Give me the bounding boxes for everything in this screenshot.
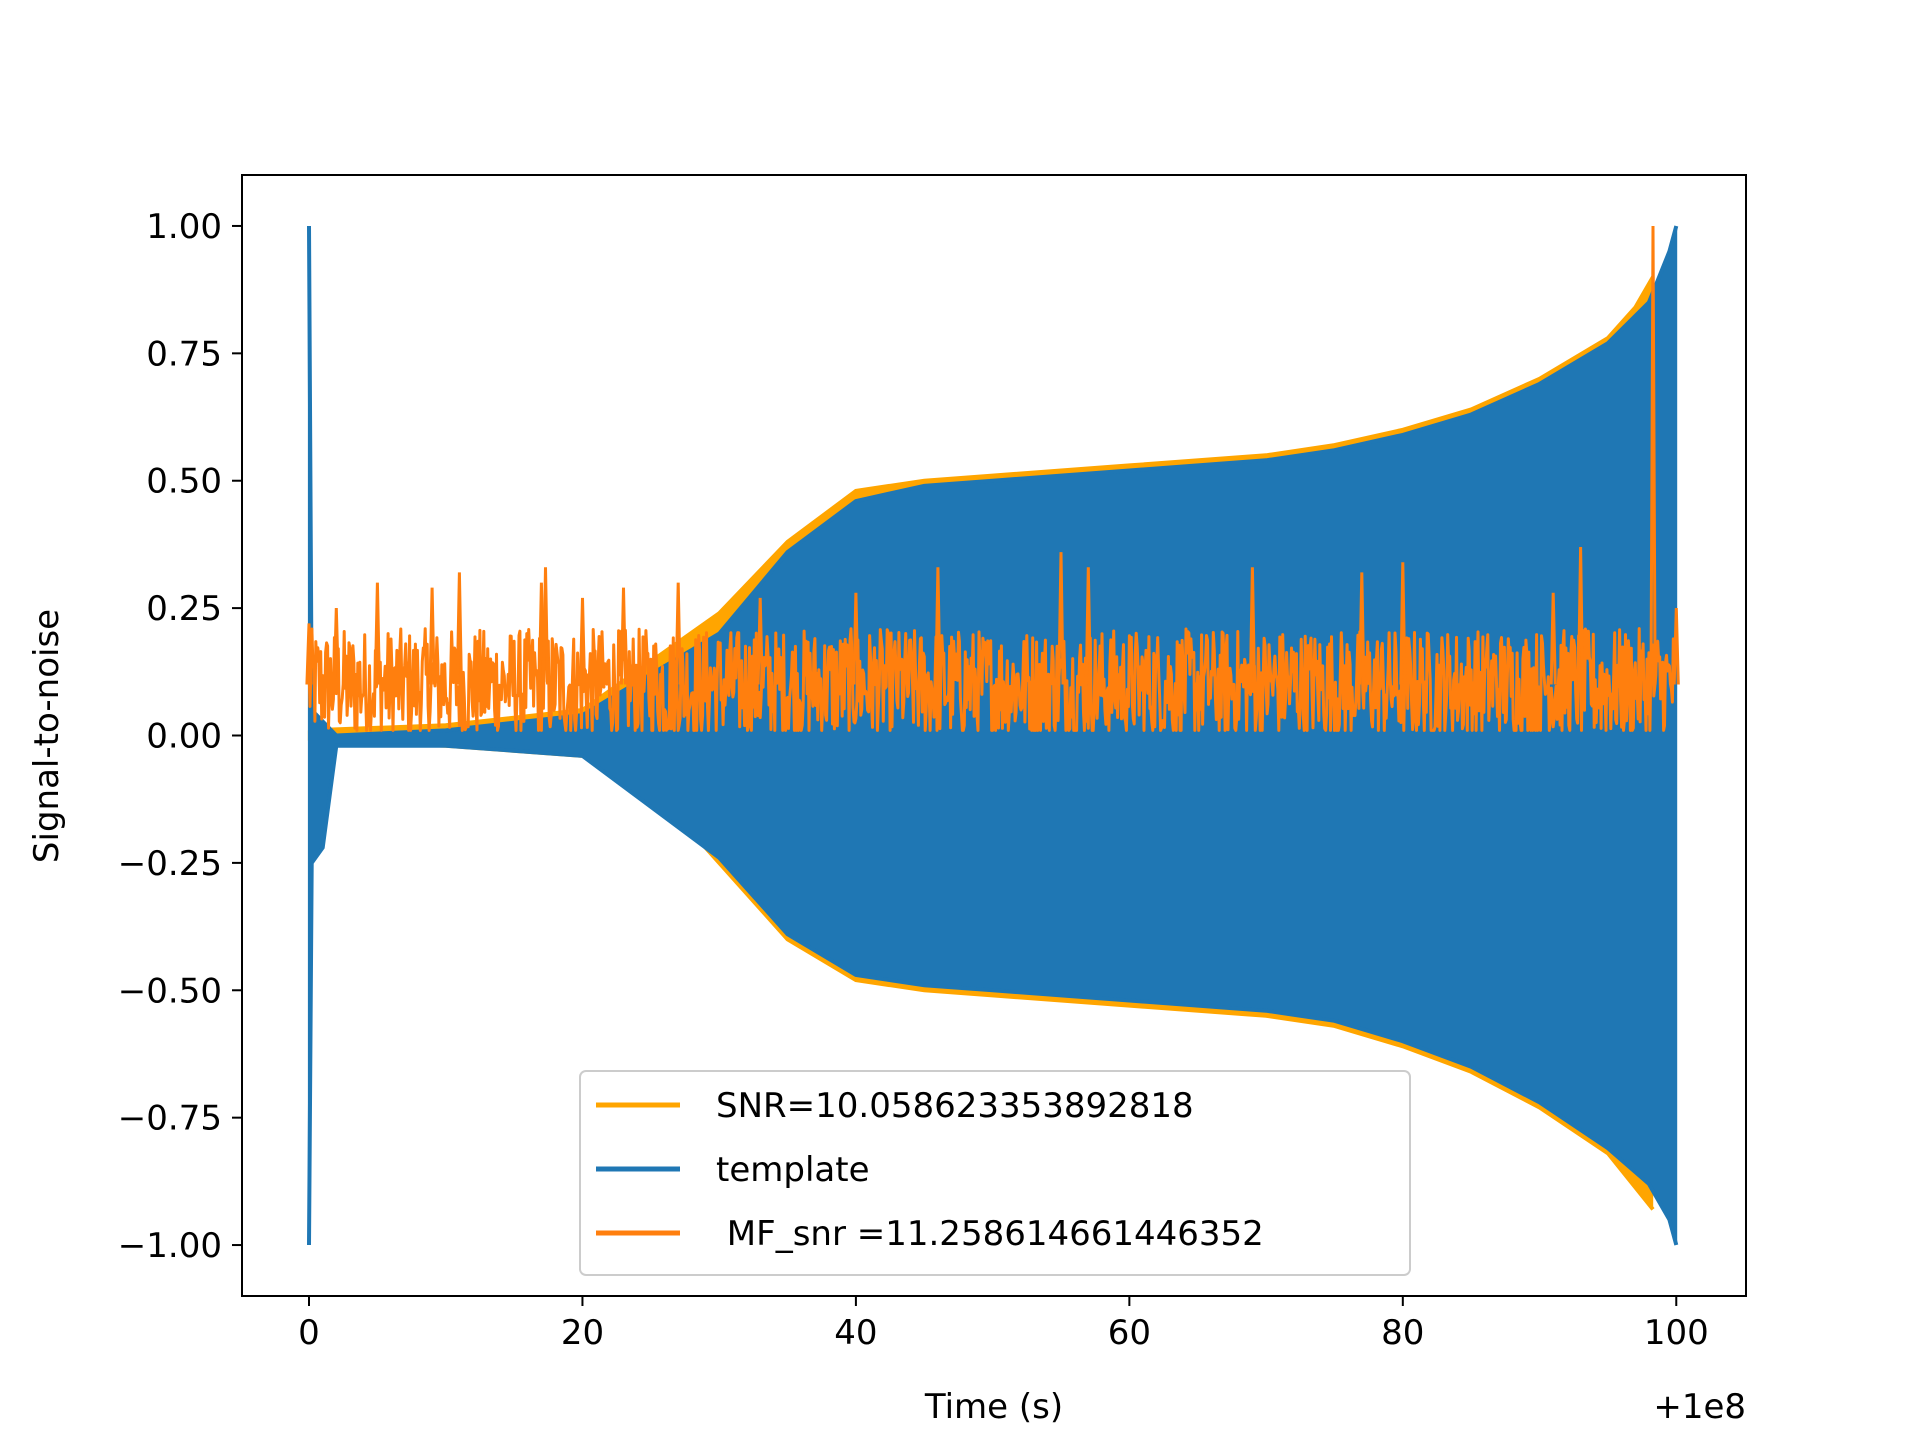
legend-label-mf-snr: MF_snr =11.258614661446352: [716, 1214, 1264, 1254]
x-tick-label: 20: [561, 1313, 604, 1353]
y-tick-label: 0.50: [146, 462, 222, 502]
x-axis-ticks: 0 20 40 60 80 100: [298, 1296, 1709, 1353]
x-axis-label: Time (s): [924, 1387, 1063, 1427]
y-tick-label: −0.50: [118, 971, 222, 1011]
series-peak: [1577, 546, 1585, 685]
series-peak: [674, 582, 682, 685]
series-peak: [934, 567, 942, 685]
series-peak: [428, 587, 436, 685]
series-noise-line: [307, 627, 1678, 732]
y-tick-label: −0.75: [118, 1099, 222, 1139]
series-peak: [1084, 567, 1092, 685]
y-tick-label: −1.00: [118, 1226, 222, 1266]
legend: SNR=10.058623353892818 template MF_snr =…: [579, 1070, 1411, 1276]
y-tick-label: 1.00: [146, 207, 222, 247]
series-peak: [1248, 567, 1256, 685]
series-oscillation: [307, 226, 1678, 1245]
series-peak: [542, 567, 550, 685]
series-peak: [756, 597, 764, 685]
x-tick-label: 40: [834, 1313, 877, 1353]
x-tick-label: 0: [298, 1313, 320, 1353]
x-tick-label: 60: [1108, 1313, 1151, 1353]
series-peak: [332, 608, 340, 685]
series-peak: [1057, 552, 1065, 685]
y-axis-ticks: 1.00 0.75 0.50 0.25 0.00 −0.25 −0.50 −0.75 −1.00: [118, 207, 242, 1266]
x-tick-label: 100: [1644, 1313, 1709, 1353]
y-tick-label: 0.75: [146, 334, 222, 374]
series-peak: [1358, 572, 1366, 685]
series-layer: [305, 225, 1680, 1246]
y-tick-label: 0.00: [146, 717, 222, 757]
y-axis-label: Signal-to-noise: [27, 609, 67, 863]
legend-box: [579, 1070, 1411, 1276]
series-peak: [373, 582, 381, 685]
series-mf-snr: [305, 225, 1680, 732]
legend-label-snr: SNR=10.058623353892818: [716, 1086, 1194, 1126]
series-peak: [1549, 592, 1557, 685]
legend-label-template: template: [716, 1150, 869, 1190]
x-tick-label: 80: [1381, 1313, 1424, 1353]
series-peak: [1672, 608, 1680, 685]
series-peak: [1399, 562, 1407, 685]
series-peak: [1649, 225, 1657, 685]
y-tick-label: 0.25: [146, 589, 222, 629]
y-tick-label: −0.25: [118, 844, 222, 884]
series-peak: [619, 587, 627, 685]
series-peak: [305, 623, 313, 685]
series-peak: [852, 592, 860, 685]
series-peak: [578, 597, 586, 685]
series-lower-envelope: [307, 743, 1679, 1246]
series-peak: [455, 572, 463, 685]
x-axis-offset-label: +1e8: [1653, 1387, 1746, 1427]
